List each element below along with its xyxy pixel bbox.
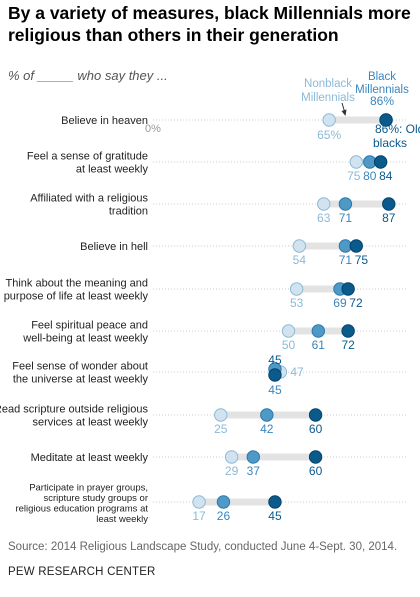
- value-label-nonblack: 75: [347, 169, 361, 183]
- value-label-nonblack: 50: [282, 338, 296, 352]
- value-label-nonblack: 17: [192, 509, 206, 523]
- dot-older-blacks: [308, 450, 323, 464]
- zero-axis-label: 0%: [145, 123, 161, 135]
- value-label-black-millennials: 37: [247, 464, 261, 478]
- value-label-older-blacks: 72: [341, 338, 355, 352]
- dot-nonblack-millennials: [224, 450, 239, 464]
- row-label: least weekly: [96, 514, 148, 525]
- row-label: services at least weekly: [32, 417, 148, 429]
- value-label-black-millennials: 71: [339, 211, 353, 225]
- legend-nonblack-line2: Millennials: [301, 92, 355, 104]
- row-label: Think about the meaning and: [6, 278, 149, 290]
- row-label: Feel spiritual peace and: [31, 320, 148, 332]
- dot-older-blacks: [308, 408, 323, 422]
- value-label-nonblack: 25: [214, 422, 228, 436]
- value-label-black-millennials: 80: [363, 169, 377, 183]
- dot-nonblack-millennials: [317, 197, 331, 211]
- dot-older-blacks: [382, 197, 396, 211]
- value-label-black-millennials: 61: [312, 338, 326, 352]
- row-label: tradition: [109, 206, 148, 218]
- row-label: Believe in hell: [80, 241, 148, 253]
- row-label: well-being at least weekly: [22, 333, 148, 345]
- value-label-nonblack: 53: [290, 296, 304, 310]
- row-label: Feel sense of wonder about: [12, 361, 148, 373]
- value-label-older-blacks: 72: [349, 296, 363, 310]
- row-label: Meditate at least weekly: [31, 452, 149, 464]
- value-label-black-millennials: 26: [217, 509, 231, 523]
- value-label-older-blacks: 45: [268, 509, 282, 523]
- dot-nonblack-millennials: [214, 408, 228, 422]
- legend-black-millennials-line1: Black: [368, 71, 396, 83]
- value-label-nonblack: 54: [293, 253, 307, 267]
- legend-older-blacks-word: blacks: [373, 136, 407, 150]
- dot-nonblack-millennials: [192, 495, 206, 509]
- dot-older-blacks: [268, 495, 282, 509]
- dot-older-blacks: [373, 155, 388, 169]
- credit-line: PEW RESEARCH CENTER: [8, 566, 156, 578]
- dot-older-blacks: [341, 324, 355, 338]
- row-label: Read scripture outside religious: [0, 404, 148, 416]
- value-label-older-blacks: 45: [268, 353, 282, 367]
- dot-black-millennials: [260, 408, 274, 422]
- dot-older-blacks: [379, 113, 393, 127]
- dot-older-blacks: [341, 282, 355, 296]
- value-label-nonblack: 65%: [317, 128, 341, 142]
- value-label-black-millennials: 69: [333, 296, 347, 310]
- row-label: Participate in prayer groups,: [29, 482, 148, 493]
- dot-nonblack-millennials: [292, 239, 307, 253]
- dot-nonblack-millennials: [289, 282, 304, 296]
- row-label: Feel a sense of gratitude: [27, 151, 148, 163]
- value-label-black-millennials: 86%: [370, 94, 394, 108]
- dot-nonblack-millennials: [281, 324, 296, 338]
- row-label: scripture study groups or: [43, 493, 148, 504]
- dot-black-millennials: [338, 197, 353, 211]
- chart-title: By a variety of measures, black Millenni…: [8, 3, 411, 45]
- legend-nonblack-line1: Nonblack: [304, 78, 352, 90]
- value-label-older-blacks: 84: [379, 169, 393, 183]
- value-label-older-blacks: 75: [355, 253, 369, 267]
- row-label: religious education programs at: [15, 503, 148, 514]
- dot-nonblack-millennials: [322, 113, 336, 127]
- legend-black-millennials-line2: Millennials: [355, 84, 409, 96]
- value-label-older-blacks: 60: [309, 464, 323, 478]
- row-label: the universe at least weekly: [13, 374, 149, 386]
- chart-subtitle: % of _____ who say they ...: [8, 68, 168, 83]
- source-note: Source: 2014 Religious Landscape Study, …: [8, 541, 398, 553]
- dot-older-blacks: [268, 368, 282, 382]
- row-label: purpose of life at least weekly: [4, 291, 149, 303]
- dot-older-blacks: [349, 239, 363, 253]
- dot-black-millennials: [311, 324, 326, 338]
- dot-black-millennials: [216, 495, 231, 509]
- value-label-older-blacks: 86%: Older blacks: [375, 122, 420, 136]
- value-label-black-millennials: 45: [268, 383, 282, 397]
- row-label: at least weekly: [76, 164, 149, 176]
- value-label-nonblack: 47: [290, 365, 304, 379]
- dot-black-millennials: [246, 450, 260, 464]
- value-label-black-millennials: 42: [260, 422, 274, 436]
- value-label-nonblack: 29: [225, 464, 239, 478]
- value-label-black-millennials: 71: [339, 253, 353, 267]
- legend-pointer-arrow: [341, 109, 347, 116]
- value-label-older-blacks: 60: [309, 422, 323, 436]
- row-label: Affiliated with a religious: [30, 193, 148, 205]
- row-label: Believe in heaven: [61, 115, 148, 127]
- value-label-nonblack: 63: [317, 211, 331, 225]
- dot-nonblack-millennials: [349, 155, 363, 169]
- value-label-older-blacks: 87: [382, 211, 396, 225]
